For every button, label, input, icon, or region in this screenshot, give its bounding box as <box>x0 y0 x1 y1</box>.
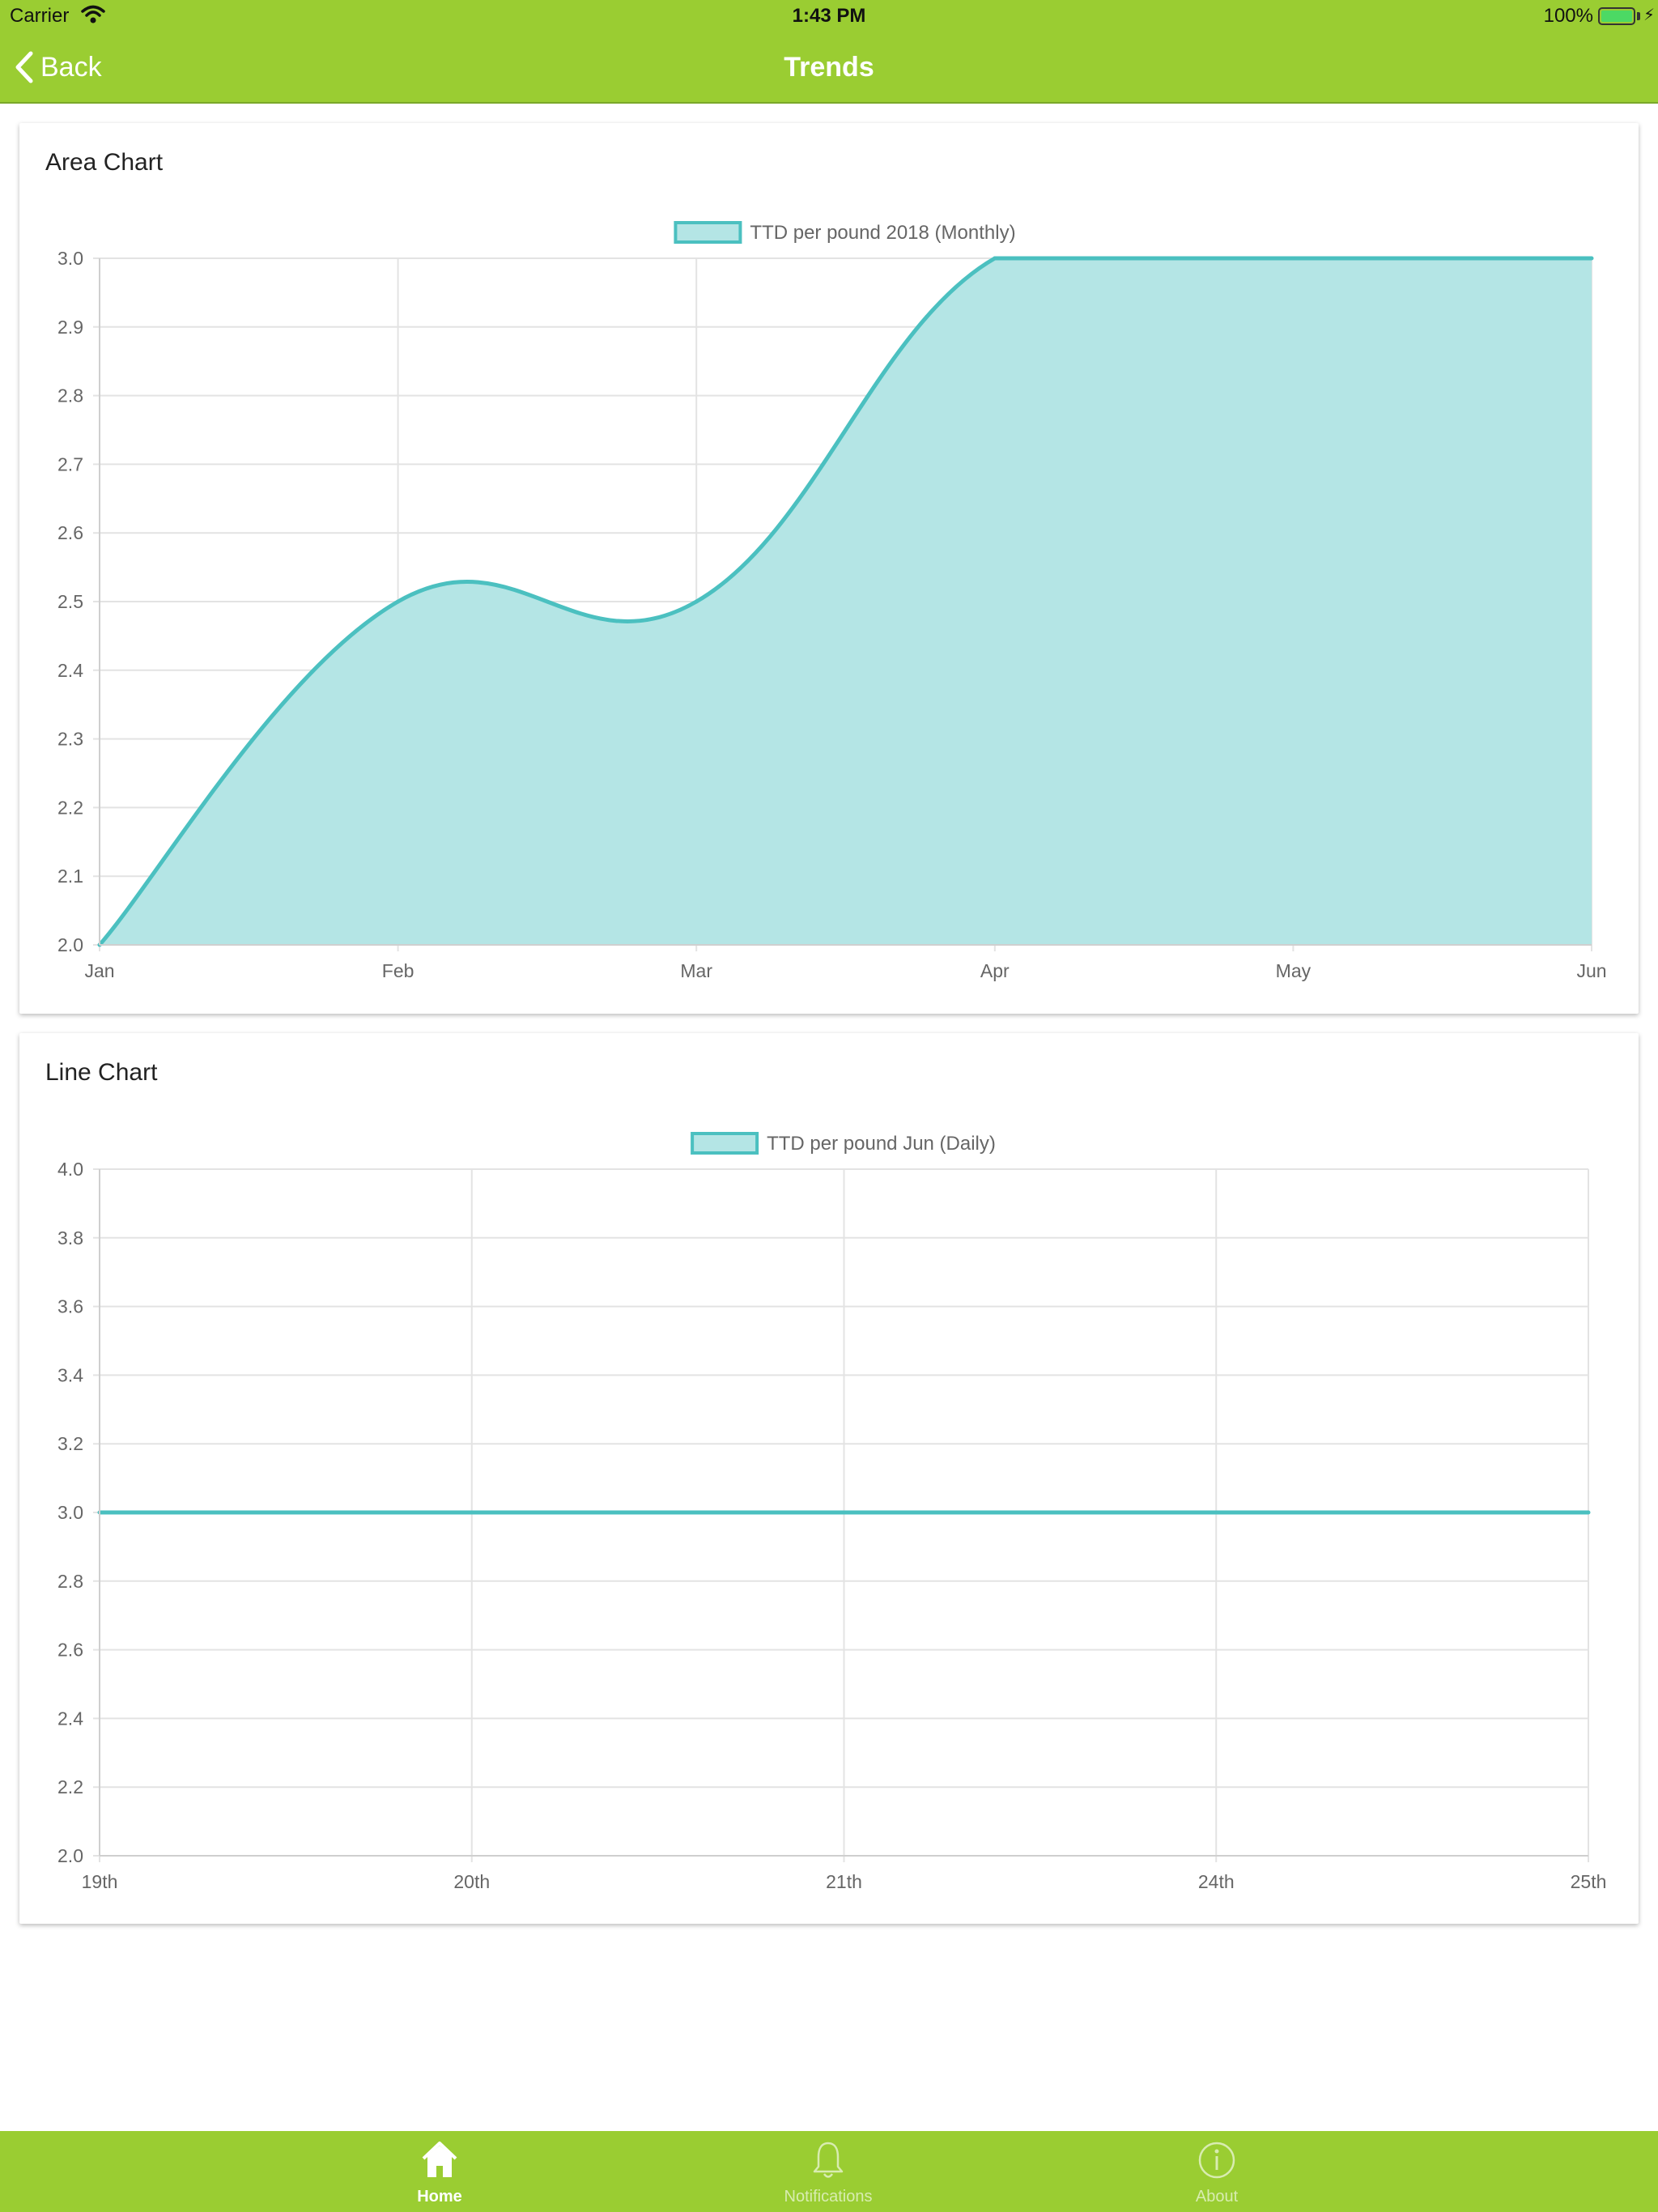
x-tick-label: 21th <box>826 1871 862 1892</box>
data-point <box>993 256 997 261</box>
y-tick-label: 2.2 <box>57 1776 83 1797</box>
x-tick-label: 24th <box>1198 1871 1235 1892</box>
y-tick-label: 3.0 <box>57 1502 83 1523</box>
y-tick-label: 2.2 <box>57 797 83 818</box>
area-chart-card: Area Chart 3.0 2.9 2.8 2.7 2.6 2.5 2.4 2.3 2.2 2.… <box>19 123 1639 1014</box>
y-tick-label: 2.8 <box>57 1571 83 1592</box>
tab-about[interactable]: About <box>1120 2131 1314 2212</box>
battery-tip <box>1637 12 1640 20</box>
x-tick-label: Jan <box>84 960 114 981</box>
page-title: Trends <box>784 52 874 83</box>
back-label: Back <box>40 51 102 83</box>
legend-label: TTD per pound Jun (Daily) <box>767 1133 996 1155</box>
legend-label: TTD per pound 2018 (Monthly) <box>750 222 1015 244</box>
legend-swatch <box>691 1132 759 1155</box>
tab-label: About <box>1195 2188 1239 2206</box>
line-chart-card: Line Chart 4.0 3.8 3.6 3.4 3.2 3.0 2.8 2.6 2.4 2.… <box>19 1033 1639 1924</box>
x-tick-label: Apr <box>980 960 1010 981</box>
bell-icon <box>813 2142 844 2178</box>
home-icon <box>422 2142 457 2177</box>
x-tick-label: 19th <box>82 1871 118 1892</box>
card-title: Area Chart <box>45 149 164 176</box>
x-tick-label: May <box>1276 960 1312 981</box>
series-line <box>98 256 1592 946</box>
tab-bar: Home Notifications About <box>0 2131 1658 2212</box>
y-tick-label: 3.8 <box>57 1227 83 1249</box>
legend-swatch <box>674 221 742 244</box>
tab-label: Home <box>417 2188 462 2206</box>
data-point <box>1214 1510 1218 1515</box>
tab-home[interactable]: Home <box>342 2131 537 2212</box>
tab-notifications[interactable]: Notifications <box>731 2131 925 2212</box>
status-bar: Carrier 1:43 PM 100% ⚡ <box>0 0 1658 32</box>
x-tick-label: 20th <box>453 1871 490 1892</box>
y-tick-label: 2.7 <box>57 453 83 474</box>
data-point <box>842 1510 846 1515</box>
data-point <box>1290 256 1295 261</box>
y-tick-label: 3.0 <box>57 248 83 269</box>
battery-icon <box>1598 7 1635 25</box>
x-tick-label: Feb <box>382 960 414 981</box>
wifi-icon <box>81 5 105 30</box>
y-tick-label: 3.2 <box>57 1433 83 1454</box>
card-title: Line Chart <box>45 1059 158 1086</box>
charging-icon: ⚡ <box>1643 6 1655 24</box>
x-tick-label: Jun <box>1576 960 1606 981</box>
y-tick-label: 2.5 <box>57 591 83 612</box>
y-tick-label: 2.6 <box>57 1640 83 1661</box>
y-tick-label: 2.8 <box>57 385 83 406</box>
carrier-label: Carrier <box>10 5 70 27</box>
y-tick-label: 4.0 <box>57 1159 83 1180</box>
y-tick-label: 2.1 <box>57 866 83 887</box>
status-time: 1:43 PM <box>792 5 866 27</box>
line-chart: 4.0 3.8 3.6 3.4 3.2 3.0 2.8 2.6 2.4 2.2 2.0 19th 20t… <box>57 1132 1607 1892</box>
y-tick-label: 2.9 <box>57 317 83 338</box>
battery-percent: 100% <box>1543 5 1593 27</box>
y-tick-label: 2.4 <box>57 1708 83 1729</box>
y-tick-label: 2.0 <box>57 1845 83 1866</box>
data-point <box>470 1510 474 1515</box>
series-area <box>100 258 1592 945</box>
x-tick-label: 25th <box>1571 1871 1607 1892</box>
back-button[interactable]: Back <box>13 47 102 87</box>
data-point <box>694 599 699 604</box>
data-point <box>1589 256 1594 261</box>
y-tick-label: 3.4 <box>57 1364 83 1385</box>
y-tick-label: 2.3 <box>57 729 83 750</box>
y-tick-label: 3.6 <box>57 1296 83 1317</box>
y-tick-label: 2.6 <box>57 522 83 543</box>
x-tick-label: Mar <box>680 960 712 981</box>
tab-label: Notifications <box>784 2188 873 2206</box>
nav-bar: Back Trends <box>0 32 1658 104</box>
info-icon <box>1198 2142 1235 2179</box>
data-point <box>396 599 401 604</box>
y-tick-label: 2.0 <box>57 934 83 955</box>
data-point <box>1586 1510 1591 1515</box>
y-tick-label: 2.4 <box>57 660 83 681</box>
chevron-left-icon <box>15 51 33 83</box>
